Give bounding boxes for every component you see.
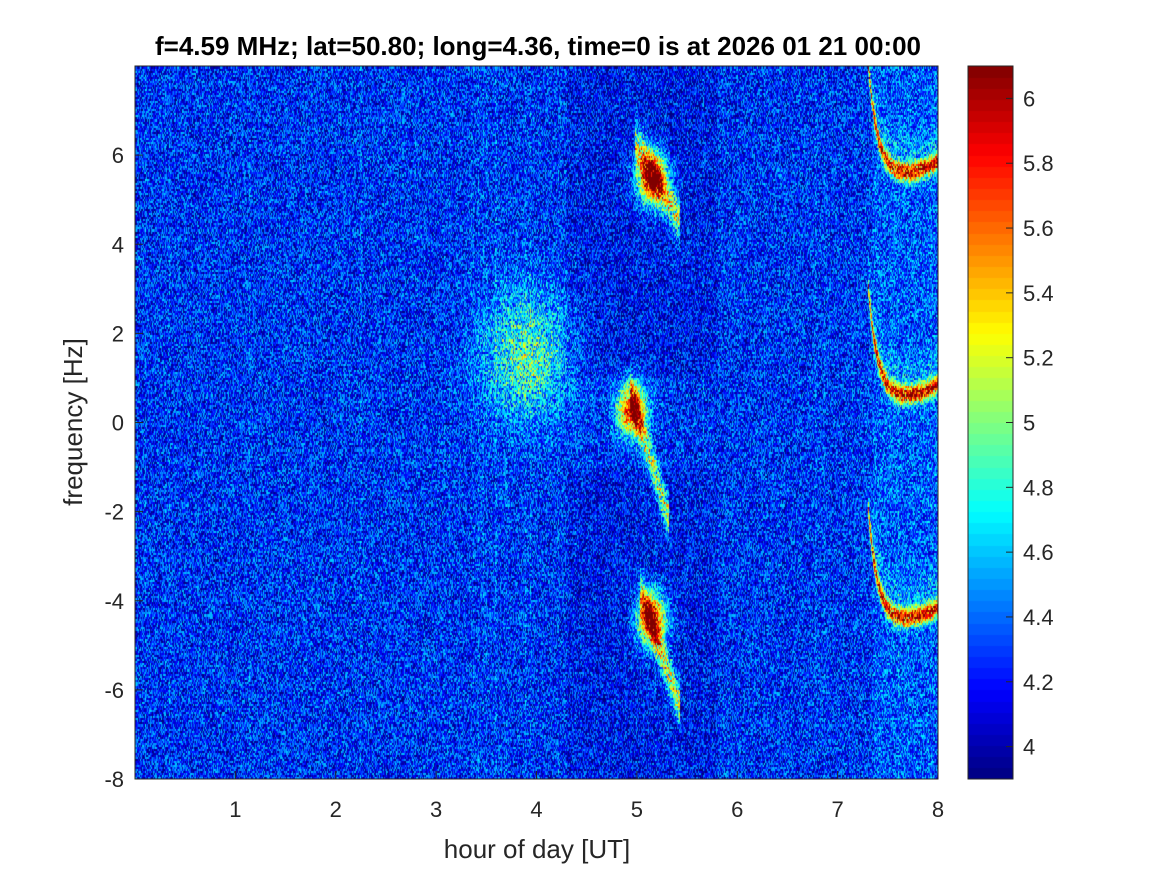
colorbar-tick-label: 5	[1023, 411, 1035, 436]
colorbar-tick-label: 4.4	[1023, 605, 1054, 630]
x-tick-label: 3	[430, 797, 442, 822]
colorbar-tick-label: 5.2	[1023, 346, 1054, 371]
x-tick-label: 8	[932, 797, 944, 822]
colorbar-tick-label: 5.8	[1023, 151, 1054, 176]
chart-title: f=4.59 MHz; lat=50.80; long=4.36, time=0…	[155, 31, 921, 61]
x-tick-label: 6	[731, 797, 743, 822]
y-tick-label: 2	[112, 321, 124, 346]
x-tick-label: 2	[330, 797, 342, 822]
colorbar: 4 4.2 4.4 4.6 4.8 5 5.2 5.4 5.6 5.8 6	[967, 65, 1054, 780]
plot-area	[134, 65, 939, 780]
y-tick-label: -6	[104, 678, 124, 703]
colorbar-gradient	[968, 66, 1013, 779]
y-axis-label: frequency [Hz]	[58, 338, 88, 506]
colorbar-tick-label: 5.4	[1023, 281, 1054, 306]
colorbar-tick-label: 5.6	[1023, 216, 1054, 241]
y-tick-label: -8	[104, 767, 124, 792]
x-axis-label: hour of day [UT]	[444, 834, 630, 864]
colorbar-tick-label: 4.6	[1023, 540, 1054, 565]
x-tick-label: 5	[631, 797, 643, 822]
y-axis-ticks: -8 -6 -4 -2 0 2 4 6	[104, 143, 143, 792]
y-tick-label: -4	[104, 589, 124, 614]
colorbar-ticks: 4 4.2 4.4 4.6 4.8 5 5.2 5.4 5.6 5.8 6	[1006, 86, 1054, 760]
y-tick-label: -2	[104, 500, 124, 525]
x-axis-ticks: 1 2 3 4 5 6 7 8	[229, 771, 944, 822]
colorbar-tick-label: 4	[1023, 735, 1035, 760]
x-tick-label: 1	[229, 797, 241, 822]
y-tick-label: 4	[112, 232, 124, 257]
colorbar-tick-label: 6	[1023, 86, 1035, 111]
y-tick-label: 6	[112, 143, 124, 168]
colorbar-tick-label: 4.2	[1023, 670, 1054, 695]
heatmap-image	[135, 66, 938, 779]
x-tick-label: 7	[832, 797, 844, 822]
y-tick-label: 0	[112, 411, 124, 436]
x-tick-label: 4	[530, 797, 542, 822]
colorbar-tick-label: 4.8	[1023, 475, 1054, 500]
